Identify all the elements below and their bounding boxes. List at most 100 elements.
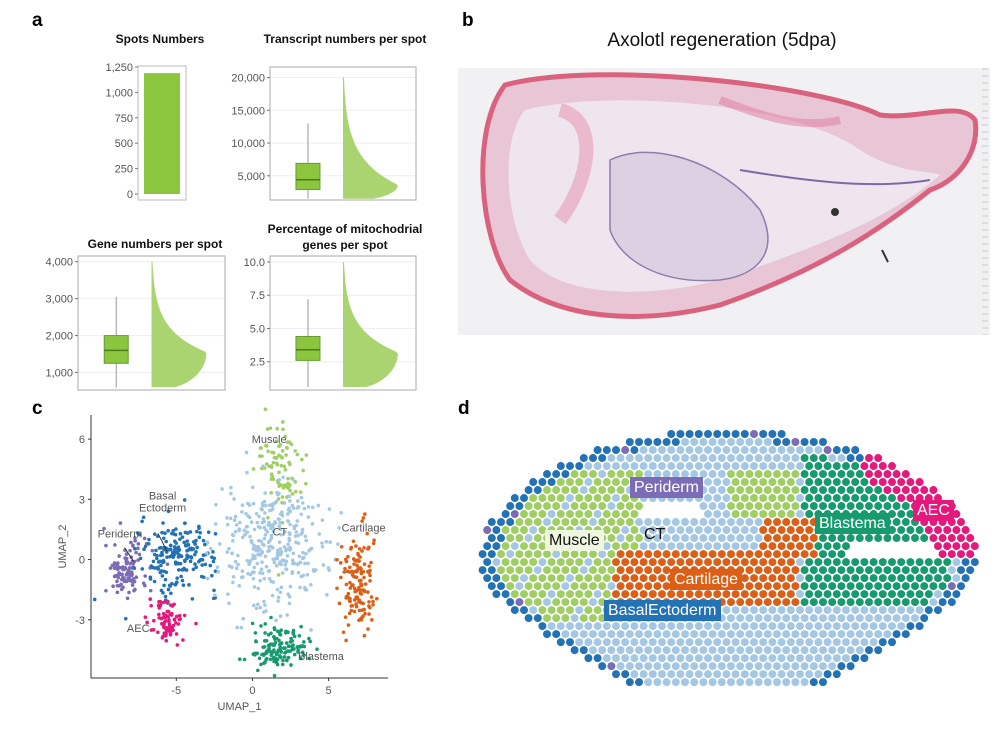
umap-point-cartilage [357, 608, 362, 613]
spatial-spot [796, 558, 804, 567]
spatial-spot [851, 446, 860, 455]
spatial-spot [625, 646, 634, 655]
spatial-spot [805, 542, 814, 551]
spatial-spot [727, 502, 735, 511]
umap-point-basal-ectoderm [168, 554, 172, 559]
umap-point-periderm [124, 561, 129, 566]
spatial-spot [842, 446, 850, 455]
umap-point-basal-ectoderm [199, 574, 204, 579]
umap-point-blastema [291, 628, 296, 633]
spatial-spot [487, 582, 496, 591]
spatial-spot [782, 518, 791, 527]
spatial-spot [754, 566, 763, 575]
umap-point-blastema [284, 641, 289, 645]
spatial-spot [819, 486, 827, 495]
spatial-spot [759, 654, 768, 663]
y-tick-label: 3,000 [45, 294, 73, 306]
spatial-spot [520, 510, 528, 519]
umap-point-ct [276, 548, 280, 553]
spatial-spot [717, 630, 726, 639]
umap-point-muscle [283, 434, 287, 439]
spatial-spot [685, 462, 694, 471]
spatial-spot [616, 550, 625, 559]
spatial-spot [750, 542, 758, 551]
spatial-spot [828, 486, 837, 495]
spatial-spot [529, 478, 538, 487]
umap-point-periderm [114, 565, 119, 569]
spatial-spot [593, 590, 602, 599]
spatial-spot [630, 558, 639, 567]
spatial-spot [593, 606, 602, 615]
spatial-spot [796, 494, 804, 503]
spatial-spot [796, 606, 804, 615]
spatial-spot [708, 534, 717, 543]
umap-point-ct [328, 540, 333, 545]
umap-point-basal-ectoderm [146, 542, 151, 546]
y-tick-label: 20,000 [231, 73, 265, 85]
spatial-spot [934, 574, 942, 583]
y-tick-label: 0 [79, 555, 85, 567]
transcript-title: Transcript numbers per spot [263, 32, 427, 46]
spatial-spot [819, 582, 827, 591]
spatial-spot [851, 590, 860, 599]
umap-point-ct [300, 501, 305, 505]
spatial-spot [814, 590, 823, 599]
spatial-spot [625, 582, 634, 591]
umap-point-ct [320, 544, 325, 549]
spatial-spot [915, 574, 924, 583]
umap-point-basal-ectoderm [138, 556, 143, 561]
spatial-spot [625, 630, 634, 639]
spatial-spot [924, 590, 933, 599]
spatial-spot [782, 582, 791, 591]
spatial-spot [515, 582, 524, 591]
spatial-spot [906, 558, 915, 567]
spatial-spot [832, 654, 841, 663]
spatial-spot [842, 622, 850, 631]
spatial-spot [860, 558, 869, 567]
spatial-spot [786, 494, 795, 503]
spatial-spot [722, 670, 731, 679]
umap-point-blastema [283, 650, 288, 654]
spatial-spot [589, 582, 597, 591]
spatial-spot [791, 534, 800, 543]
spatial-spot [717, 678, 726, 687]
spatial-spot [681, 470, 689, 479]
umap-point-aec [159, 616, 164, 621]
cluster-label: AEC [127, 623, 150, 635]
spatial-spot [589, 502, 597, 511]
spatial-spot [970, 542, 979, 551]
spatial-spot [671, 470, 680, 479]
umap-point-muscle [287, 460, 291, 465]
spatial-spot [860, 574, 869, 583]
umap-point-ct [288, 532, 292, 537]
spatial-spot [662, 534, 671, 543]
spatial-spot [846, 486, 855, 495]
spatial-spot [602, 542, 611, 551]
umap-point-ct [286, 508, 291, 512]
spatial-spot [589, 614, 597, 623]
spatial-spot [809, 550, 818, 559]
spatial-spot [556, 574, 565, 583]
spatial-spot [897, 606, 906, 615]
cluster-label: Cartilage [342, 522, 386, 534]
umap-point-cartilage [369, 560, 373, 565]
umap-point-blastema [298, 645, 302, 649]
spatial-spot [837, 646, 846, 655]
spatial-spot [570, 646, 579, 655]
umap-point-periderm [130, 583, 135, 587]
spatial-spot [607, 502, 616, 511]
spatial-spot [510, 606, 519, 615]
spatial-spot [602, 510, 611, 519]
spatial-spot [952, 558, 961, 567]
umap-point-ct [279, 562, 284, 567]
umap-point-cartilage [366, 590, 370, 594]
umap-point-ct [220, 487, 224, 491]
spatial-spot [529, 606, 538, 615]
spatial-spot [598, 646, 607, 655]
umap-point-ct [251, 576, 256, 581]
spatial-spot [846, 502, 855, 511]
spatial-spot [805, 670, 814, 679]
spatial-spot [727, 646, 735, 655]
umap-point-ct [262, 576, 267, 581]
spatial-spot [768, 638, 777, 647]
